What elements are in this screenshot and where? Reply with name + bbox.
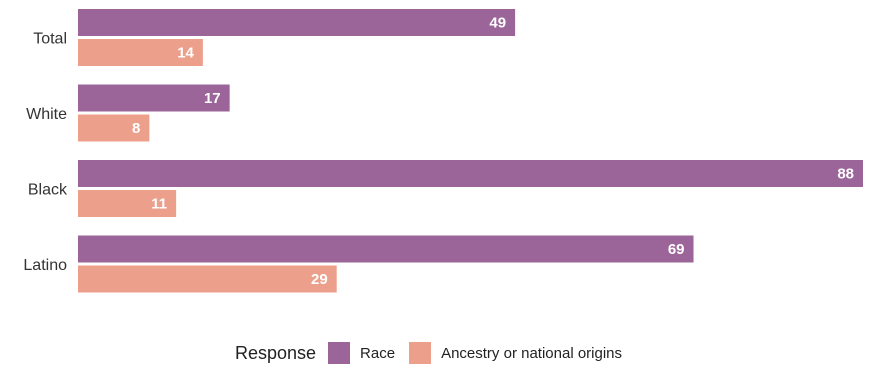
- legend-swatch-ancestry: [409, 342, 432, 364]
- legend-title: Response: [234, 342, 317, 363]
- bar-value-label: 11: [151, 196, 167, 213]
- bar-chart: Total 49 14 White 17 8 Black 88 11 Latino 69 29: [23, 9, 863, 293]
- legend-swatch-race: [328, 342, 351, 364]
- legend-item-race: Race: [328, 342, 395, 364]
- legend-item-ancestry: Ancestry or national origins: [409, 342, 622, 364]
- bar-value-label: 29: [311, 271, 328, 288]
- category-label: White: [26, 106, 67, 123]
- legend-label-ancestry: Ancestry or national origins: [441, 344, 623, 362]
- bar: [78, 9, 516, 36]
- bar: [78, 190, 177, 217]
- bar-value-label: 88: [837, 166, 854, 183]
- bar-value-label: 17: [204, 90, 221, 107]
- bar-value-label: 69: [668, 241, 685, 258]
- category-label: Latino: [23, 257, 67, 274]
- category-label: Total: [33, 31, 67, 48]
- bar: [78, 160, 863, 187]
- bar: [78, 114, 150, 142]
- bar: [78, 84, 230, 112]
- category-label: Black: [28, 182, 68, 199]
- bar-value-label: 14: [177, 45, 194, 62]
- bar: [78, 235, 694, 263]
- bar: [78, 265, 337, 293]
- bar-value-label: 49: [489, 15, 506, 32]
- bar: [78, 39, 203, 66]
- legend-label-race: Race: [360, 344, 396, 362]
- bar-value-label: 8: [132, 120, 140, 137]
- legend: Response Race Ancestry or national origi…: [0, 342, 871, 364]
